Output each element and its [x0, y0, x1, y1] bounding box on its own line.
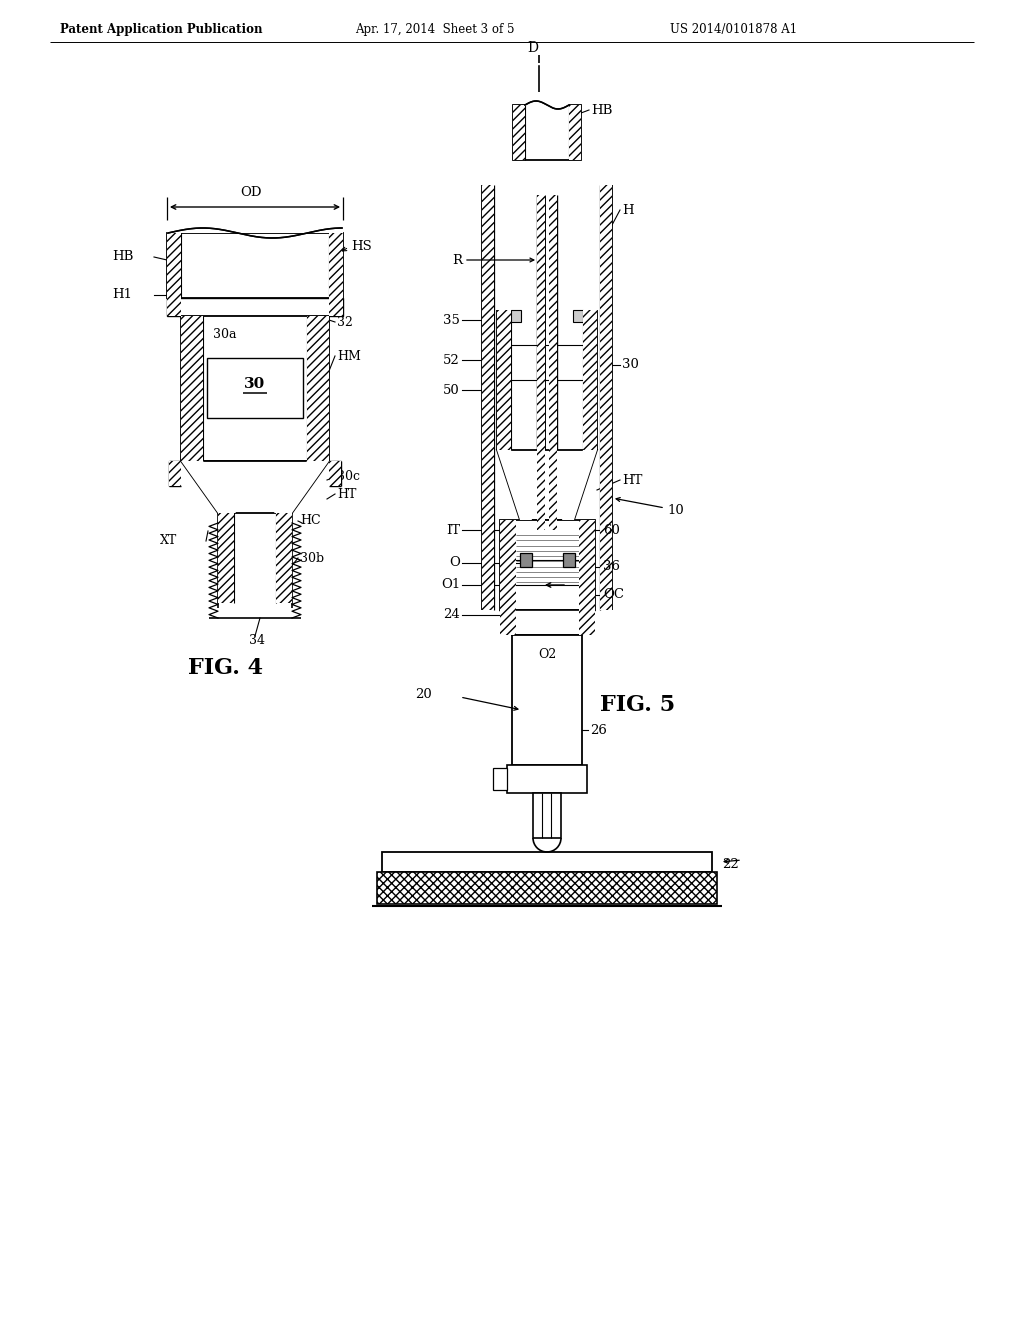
Text: US 2014/0101878 A1: US 2014/0101878 A1 [670, 24, 797, 37]
Text: 20: 20 [416, 689, 432, 701]
Bar [207, 358, 303, 418]
Bar [512, 635, 582, 766]
Text: HT: HT [337, 487, 356, 500]
Bar [579, 520, 595, 610]
Text: FIG. 4: FIG. 4 [187, 657, 262, 678]
Text: FIG. 5: FIG. 5 [600, 694, 675, 715]
Bar [377, 873, 717, 904]
Bar [497, 310, 511, 450]
Bar [167, 234, 343, 298]
Text: 32: 32 [337, 315, 353, 329]
Bar [167, 234, 181, 298]
Bar [500, 520, 516, 610]
Text: 34: 34 [249, 634, 265, 647]
Bar [549, 195, 557, 531]
Text: 30: 30 [245, 378, 265, 391]
Text: HS: HS [351, 240, 372, 253]
Bar [181, 315, 203, 461]
Bar [511, 310, 521, 322]
Text: H1: H1 [112, 289, 132, 301]
Bar [218, 513, 234, 603]
Bar [537, 195, 545, 531]
Bar [167, 298, 181, 315]
Text: OD: OD [240, 186, 261, 199]
Text: 30a: 30a [213, 327, 237, 341]
Bar [167, 220, 343, 234]
Bar [307, 315, 329, 461]
Bar [507, 766, 587, 793]
Text: 22: 22 [722, 858, 738, 870]
Polygon shape [181, 461, 236, 513]
Bar [563, 553, 575, 568]
Text: HC: HC [300, 515, 321, 528]
Bar [513, 106, 581, 160]
Bar [600, 185, 612, 610]
Bar [276, 513, 292, 603]
Text: 30: 30 [622, 359, 639, 371]
Bar [167, 298, 343, 315]
Text: 52: 52 [443, 354, 460, 367]
Bar [520, 553, 532, 568]
Bar [181, 315, 329, 461]
Text: 35: 35 [443, 314, 460, 326]
Polygon shape [500, 610, 595, 635]
Bar [169, 461, 181, 486]
Bar [583, 310, 597, 450]
Bar [329, 234, 343, 298]
Text: O: O [450, 557, 460, 569]
Bar [329, 461, 341, 486]
Text: XT: XT [160, 535, 177, 548]
Text: 50: 50 [443, 384, 460, 396]
Text: HM: HM [337, 350, 360, 363]
Polygon shape [497, 450, 597, 520]
Text: Apr. 17, 2014  Sheet 3 of 5: Apr. 17, 2014 Sheet 3 of 5 [355, 24, 514, 37]
Text: 60: 60 [603, 524, 620, 536]
Text: H: H [622, 203, 634, 216]
Text: OC: OC [603, 589, 624, 602]
Polygon shape [274, 461, 329, 513]
Bar [329, 298, 343, 315]
Polygon shape [497, 450, 532, 520]
Bar [579, 610, 595, 635]
Bar [382, 851, 712, 873]
Bar [573, 310, 583, 322]
Text: HB: HB [591, 103, 612, 116]
Bar [377, 873, 717, 904]
Text: HT: HT [622, 474, 642, 487]
Text: 10: 10 [667, 503, 684, 516]
Bar [525, 92, 569, 106]
Text: HB: HB [112, 251, 133, 264]
Text: 24: 24 [443, 609, 460, 622]
Bar [493, 768, 507, 789]
Polygon shape [181, 461, 329, 513]
Text: R: R [452, 253, 462, 267]
Bar [534, 793, 561, 838]
Polygon shape [562, 450, 597, 520]
Text: 36: 36 [603, 561, 620, 573]
Bar [569, 106, 581, 160]
Text: 30c: 30c [337, 470, 360, 483]
Text: IT: IT [445, 524, 460, 536]
Text: 30b: 30b [300, 552, 325, 565]
Text: D: D [527, 41, 538, 55]
Text: O2: O2 [538, 648, 556, 661]
Text: 26: 26 [590, 723, 607, 737]
Bar [482, 185, 494, 610]
Bar [500, 520, 595, 610]
Text: Patent Application Publication: Patent Application Publication [60, 24, 262, 37]
Bar [513, 106, 525, 160]
Bar [500, 610, 516, 635]
Text: O1: O1 [440, 578, 460, 591]
